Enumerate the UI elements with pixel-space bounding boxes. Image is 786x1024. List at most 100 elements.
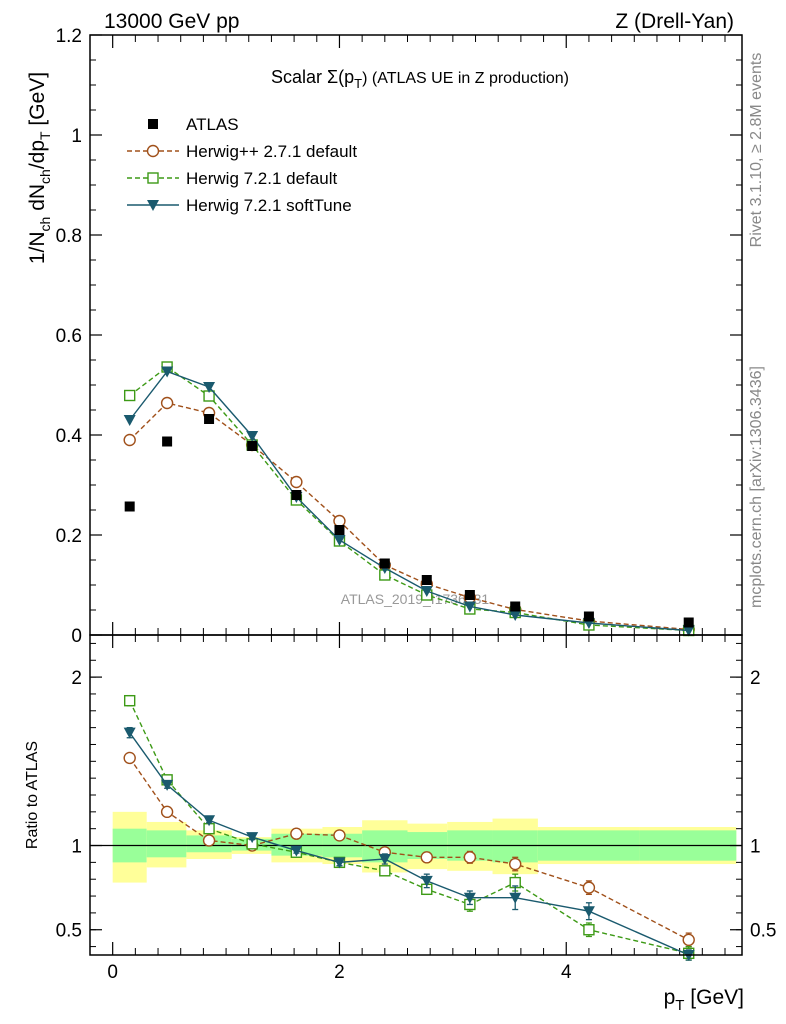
- x-axis-label-unit: [GeV]: [684, 986, 744, 1009]
- ratio-y-tick-label-right: 1: [750, 837, 761, 858]
- ratio-series-point: [290, 827, 303, 840]
- ratio-y-tick-label: 0.5: [56, 921, 82, 942]
- y-axis-label-part: T: [37, 131, 53, 140]
- plot-title-prefix: Scalar Σ(p: [271, 67, 354, 87]
- ratio-series-point: [509, 857, 522, 871]
- ratio-ticks: [89, 635, 742, 955]
- rivet-version-label: Rivet 3.1.10, ≥ 2.8M events: [748, 53, 765, 248]
- atlas-data-point: [247, 441, 258, 451]
- ratio-series-point: [420, 875, 433, 887]
- ratio-series-point: [378, 854, 391, 865]
- y-axis-label-part: /dp: [26, 140, 49, 169]
- atlas-data-point: [583, 611, 594, 622]
- ratio-y-tick-label: 2: [71, 668, 82, 689]
- mcplots-url-label: mcplots.cern.ch [arXiv:1306.3436]: [748, 366, 765, 608]
- ratio-series-point: [509, 892, 522, 904]
- main-y-tick-label: 1.2: [56, 26, 82, 47]
- legend-label: Herwig 7.2.1 default: [186, 169, 337, 188]
- atlas-data-point: [334, 525, 345, 535]
- main-series-point: [123, 433, 136, 447]
- plot-title-suffix: ) (ATLAS UE in Z production): [362, 70, 569, 87]
- x-tick-label: 0: [107, 962, 118, 983]
- y-axis-label-part: ch: [37, 169, 53, 184]
- x-tick-label: 4: [561, 962, 572, 983]
- main-series-point: [203, 382, 216, 393]
- legend-label: Herwig++ 2.7.1 default: [186, 142, 357, 161]
- main-y-tick-label: 0.8: [56, 226, 82, 247]
- main-series-point: [123, 389, 136, 402]
- ratio-series-point: [333, 857, 346, 869]
- atlas-data-point: [464, 590, 475, 600]
- ratio-frame: [89, 634, 743, 956]
- main-series-point: [463, 601, 476, 613]
- atlas-inner-band: [271, 833, 323, 856]
- atlas-data-point: [162, 436, 173, 447]
- main-y-tick-label: 0.2: [56, 526, 82, 547]
- ratio-series-point: [123, 751, 136, 765]
- y-axis-label-part: ch: [37, 217, 53, 232]
- ratio-y-tick-label: 1: [71, 837, 82, 858]
- legend-marker: [146, 144, 160, 158]
- atlas-data-point: [683, 617, 694, 628]
- main-series-point: [160, 396, 174, 410]
- main-y-tick-label: 0.4: [56, 426, 83, 447]
- ratio-series-point: [246, 832, 259, 844]
- main-series-line: [129, 402, 689, 631]
- main-y-tick-labels: 0 0.2 0.4 0.6 0.8 1 1.2: [56, 26, 83, 647]
- main-series-point: [509, 610, 522, 621]
- ratio-y-tick-label-right: 0.5: [750, 921, 776, 942]
- x-tick-label: 2: [334, 962, 345, 983]
- ratio-series-point: [203, 815, 216, 827]
- atlas-inner-band: [146, 830, 187, 858]
- main-series-point: [333, 535, 346, 546]
- ratio-series-point: [123, 727, 136, 739]
- legend-atlas-label: ATLAS: [186, 115, 239, 134]
- atlas-data-point: [291, 490, 302, 500]
- ratio-series-point: [463, 892, 476, 904]
- ratio-y-tick-label-right: 2: [750, 668, 761, 689]
- ratio-series-point: [290, 845, 303, 857]
- main-series-line: [129, 366, 689, 632]
- atlas-data-point: [124, 501, 135, 512]
- legend-marker: [147, 172, 159, 184]
- ratio-series-point: [682, 933, 695, 947]
- main-series-point: [290, 475, 303, 489]
- ratio-series-point: [582, 881, 596, 894]
- atlas-data-points: [124, 414, 694, 628]
- legend-marker: [147, 200, 159, 211]
- legend-label: Herwig 7.2.1 softTune: [186, 196, 352, 215]
- ratio-y-axis-label: Ratio to ATLAS: [24, 741, 41, 849]
- main-series-point: [246, 431, 259, 442]
- y-axis-label-part: dN: [26, 184, 49, 217]
- y-axis-label-part: 1/N: [26, 231, 49, 264]
- legend: ATLAS Herwig++ 2.7.1 default Herwig 7.2.1 …: [127, 115, 357, 215]
- ratio-series-point: [333, 829, 346, 842]
- ratio-series-line: [129, 732, 689, 956]
- ratio-series-point: [379, 865, 391, 877]
- main-series-point: [333, 514, 346, 528]
- main-series-point: [161, 366, 174, 378]
- main-series-line: [129, 370, 689, 632]
- main-y-tick-label: 0.6: [56, 326, 82, 347]
- ratio-series-line: [129, 700, 689, 954]
- plot-title-sub: T: [354, 76, 362, 91]
- x-axis-label-sub: T: [675, 997, 684, 1014]
- ratio-series-point: [161, 779, 174, 791]
- atlas-data-point: [204, 414, 215, 424]
- plot-title: Scalar Σ(pT) (ATLAS UE in Z production): [271, 67, 569, 91]
- legend-atlas-marker: [148, 119, 158, 129]
- atlas-data-point: [421, 575, 432, 585]
- process-energy-label: 13000 GeV pp: [104, 10, 239, 33]
- x-axis-label-main: p: [664, 986, 676, 1009]
- ratio-series-point: [160, 805, 174, 819]
- main-y-axis-label: 1/Nch dNch/dpT [GeV]: [26, 72, 53, 264]
- ratio-series-point: [202, 834, 216, 847]
- atlas-data-point: [510, 601, 521, 612]
- main-series-point: [682, 625, 695, 637]
- main-series-point: [123, 415, 136, 426]
- atlas-uncertainty-bands: [90, 811, 742, 883]
- process-name-label: Z (Drell-Yan): [615, 10, 734, 33]
- ratio-series-point: [463, 851, 477, 864]
- main-y-tick-label: 0: [71, 626, 82, 647]
